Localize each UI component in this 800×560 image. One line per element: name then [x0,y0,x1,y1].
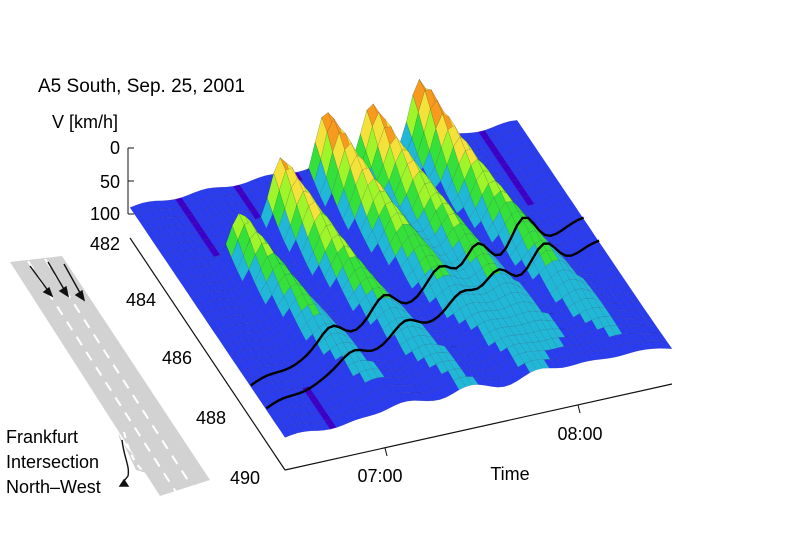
z-axis-label: V [km/h] [52,112,118,132]
z-tick-2: 100 [90,204,120,224]
y-tick-2: 486 [162,348,192,368]
chart-title: A5 South, Sep. 25, 2001 [38,76,245,97]
z-tick-1: 50 [100,172,120,192]
x-tick-1: 08:00 [557,424,602,444]
vehicle-trajectory-2 [265,239,600,410]
x-axis-label: Time [490,464,529,484]
surface-cell [659,340,673,349]
y-tick-3: 488 [196,408,226,428]
z-tick-0: 0 [110,138,120,158]
z-axis-line [127,147,134,215]
vehicle-trajectory-1 [250,216,585,387]
annotation-line-2: Intersection [6,452,99,472]
annotation-line-1: Frankfurt [6,427,78,447]
traffic-direction-arrows [29,261,86,302]
road-illustration [10,256,210,496]
speed-surface [129,78,673,438]
y-tick-4: 490 [230,468,260,488]
exit-arrow [118,439,130,487]
y-tick-1: 484 [126,290,156,310]
annotation-line-3: North–West [6,477,101,497]
time-axis-line [284,383,673,471]
location-axis-line [129,237,286,471]
x-tick-0: 07:00 [357,466,402,486]
y-tick-0: 482 [90,234,120,254]
